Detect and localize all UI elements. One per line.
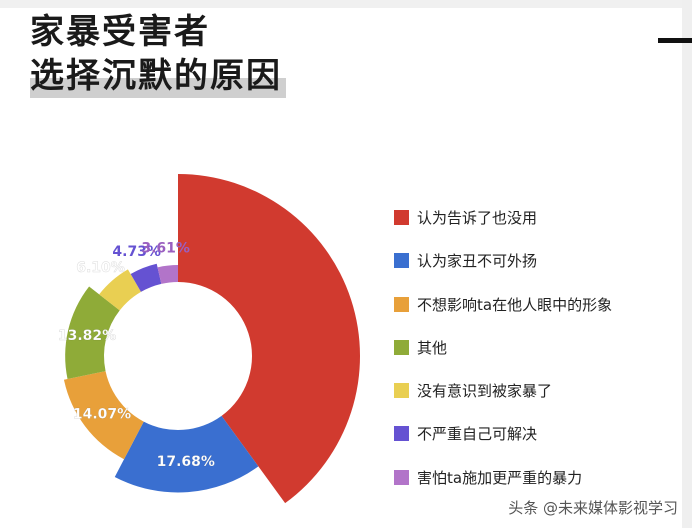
chart-legend: 认为告诉了也没用 认为家丑不可外扬不想影响ta在他人眼中的形象 其他没有意识到被家暴… (394, 206, 684, 509)
legend-swatch (394, 296, 409, 312)
data-label-2: 17.68% (157, 454, 215, 470)
frame-right-strip (682, 0, 692, 528)
slice-6 (130, 263, 162, 292)
corner-decoration (658, 38, 692, 43)
legend-item: 认为家丑不可外扬 (394, 249, 684, 272)
legend-item: 认为告诉了也没用 (394, 206, 684, 229)
data-label-5: 6.10% (76, 260, 125, 276)
data-label-7: 3.61% (141, 241, 190, 257)
legend-item: 其他 (394, 336, 684, 359)
legend-item: 不严重自己可解决 (394, 422, 684, 445)
legend-label: 不想影响ta在他人眼中的形象 (417, 295, 613, 314)
data-label-6: 4.73% (112, 244, 161, 260)
frame-top-strip (0, 0, 692, 8)
legend-label: 不严重自己可解决 (417, 425, 538, 444)
legend-label: 认为家丑不可外扬 (417, 252, 538, 271)
legend-swatch (394, 253, 409, 269)
legend-label: 害怕ta施加更严重的暴力 (417, 468, 583, 487)
slice-3 (63, 371, 144, 460)
data-label-4: 13.82% (58, 328, 116, 344)
legend-swatch (394, 469, 409, 485)
legend-swatch (394, 210, 409, 225)
legend-item: 不想影响ta在他人眼中的形象 (394, 293, 684, 316)
legend-item: 没有意识到被家暴了 (394, 379, 684, 402)
legend-swatch (394, 426, 409, 442)
legend-swatch (394, 383, 409, 399)
watermark: 头条 @未来媒体影视学习 (508, 499, 678, 517)
legend-label: 其他 (417, 338, 448, 357)
title-line-2: 选择沉默的原因 (30, 54, 286, 98)
legend-swatch (394, 339, 409, 355)
legend-label: 认为告诉了也没用 (417, 209, 538, 227)
legend-item: 害怕ta施加更严重的暴力 (394, 466, 684, 489)
slice-5 (99, 269, 141, 311)
slice-4 (65, 286, 120, 379)
legend-label: 没有意识到被家暴了 (417, 382, 553, 401)
title-line-1: 家暴受害者 (30, 12, 210, 52)
chart-title: 家暴受害者 选择沉默的原因 (30, 10, 286, 98)
data-label-3: 14.07% (73, 406, 131, 422)
slice-2 (114, 415, 259, 493)
slice-7 (157, 265, 178, 284)
slice-1 (178, 174, 360, 504)
